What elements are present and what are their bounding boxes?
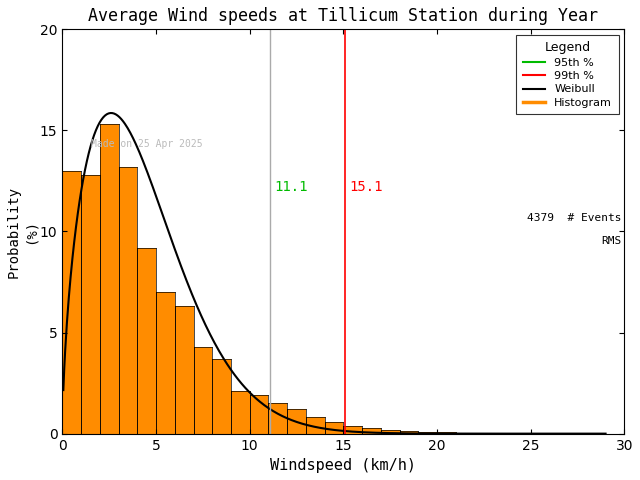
Bar bbox=[399, 431, 419, 433]
X-axis label: Windspeed (km/h): Windspeed (km/h) bbox=[270, 458, 417, 473]
Bar bbox=[250, 395, 268, 433]
Legend: 95th %, 99th %, Weibull, Histogram: 95th %, 99th %, Weibull, Histogram bbox=[516, 35, 619, 115]
Bar bbox=[212, 359, 231, 433]
Text: 11.1: 11.1 bbox=[274, 180, 308, 194]
Bar bbox=[81, 175, 100, 433]
Bar bbox=[343, 426, 362, 433]
Bar bbox=[100, 124, 118, 433]
Title: Average Wind speeds at Tillicum Station during Year: Average Wind speeds at Tillicum Station … bbox=[88, 7, 598, 25]
Bar bbox=[268, 403, 287, 433]
Text: RMS: RMS bbox=[601, 236, 621, 245]
Bar bbox=[118, 167, 138, 433]
Bar bbox=[362, 428, 381, 433]
Bar bbox=[175, 306, 193, 433]
Bar bbox=[306, 418, 324, 433]
Bar bbox=[324, 421, 343, 433]
Text: 4379  # Events: 4379 # Events bbox=[527, 213, 621, 223]
Bar bbox=[156, 292, 175, 433]
Bar bbox=[381, 430, 399, 433]
Text: Made on 25 Apr 2025: Made on 25 Apr 2025 bbox=[90, 139, 202, 148]
Bar bbox=[287, 409, 306, 433]
Bar bbox=[456, 432, 474, 433]
Bar bbox=[193, 347, 212, 433]
Bar bbox=[437, 432, 456, 433]
Bar bbox=[63, 171, 81, 433]
Bar bbox=[138, 248, 156, 433]
Bar bbox=[419, 432, 437, 433]
Text: 15.1: 15.1 bbox=[349, 180, 383, 194]
Y-axis label: Probability
(%): Probability (%) bbox=[7, 185, 37, 277]
Bar bbox=[231, 391, 250, 433]
